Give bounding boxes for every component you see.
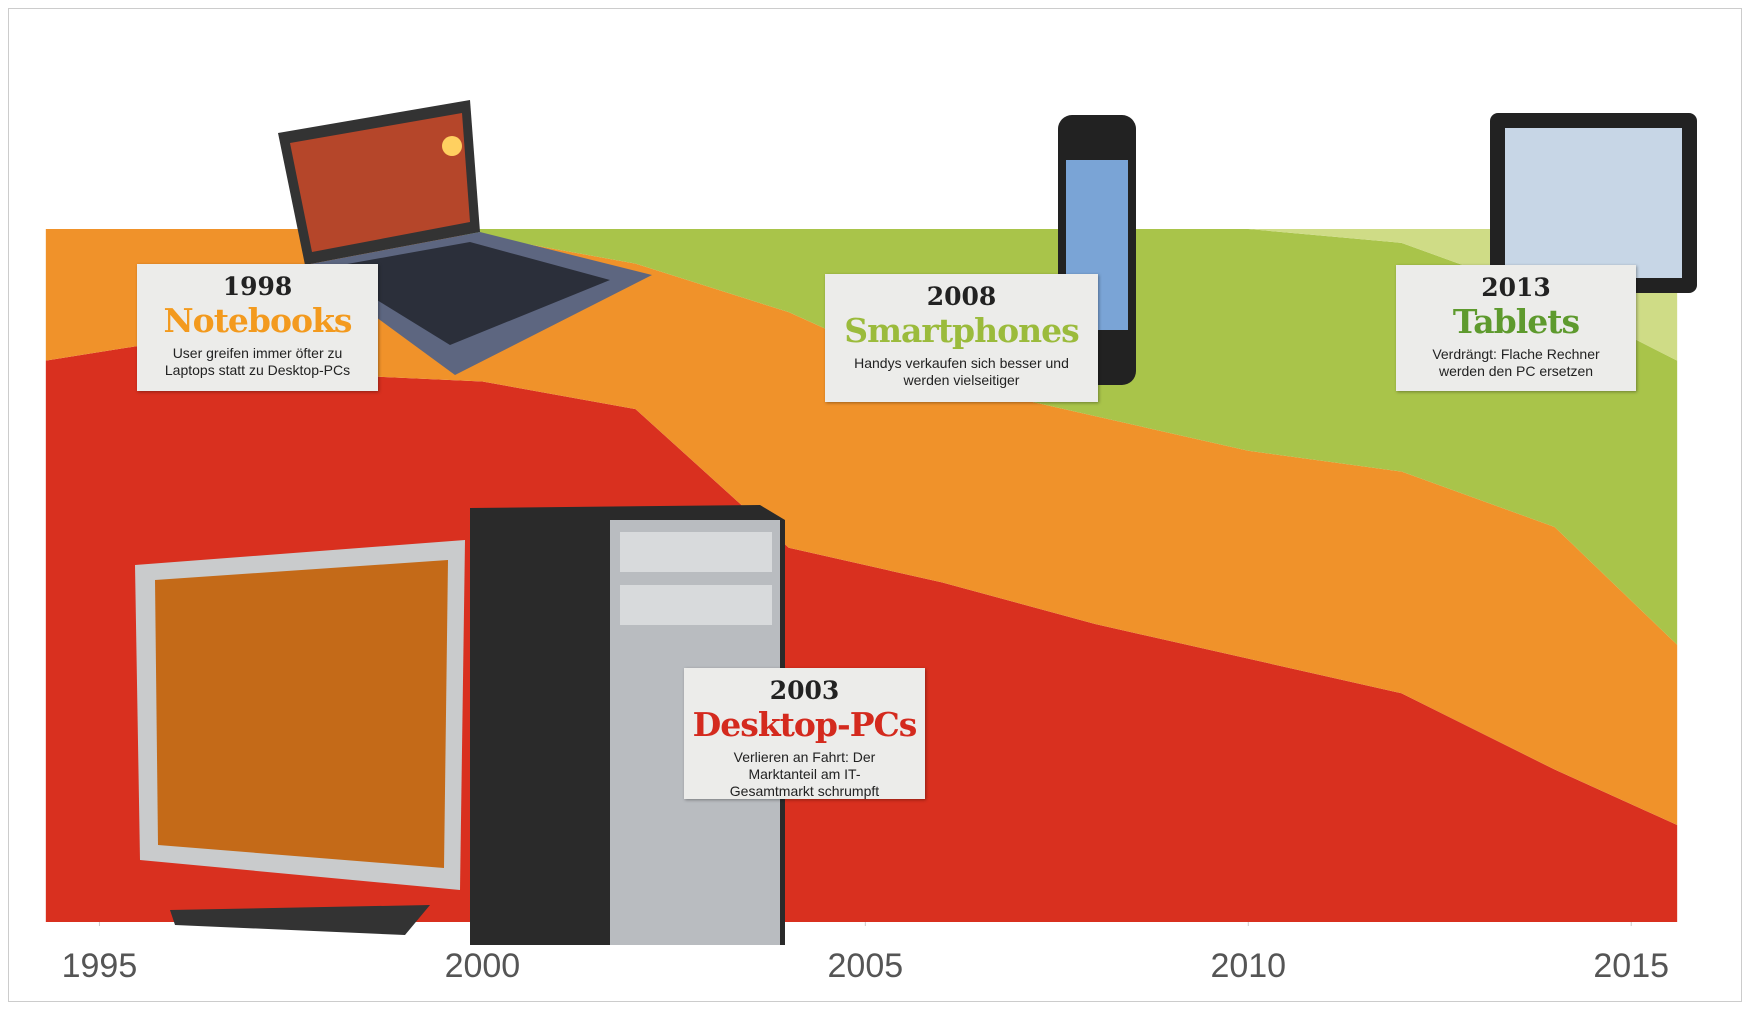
annotation-year: 2013 (1396, 273, 1636, 302)
annotation-text: Verdrängt: Flache Rechner werden den PC … (1420, 346, 1612, 380)
annotation-title: Desktop-PCs (684, 705, 925, 745)
annotation-year: 2003 (684, 676, 925, 705)
annotation-text: User greifen immer öfter zu Laptops stat… (161, 345, 354, 379)
annotation-year: 1998 (137, 272, 378, 301)
chart: 1995 2000 2005 2010 2015 (0, 0, 1752, 1010)
annotation-title: Tablets (1396, 302, 1636, 342)
x-tick-label: 1995 (62, 947, 138, 985)
annotation-year: 2008 (825, 282, 1098, 311)
annotation: 2003 Desktop-PCs Verlieren an Fahrt: Der… (684, 668, 925, 799)
x-tick-label: 2010 (1210, 947, 1286, 985)
x-axis: 1995 2000 2005 2010 2015 (62, 922, 1669, 985)
x-tick-label: 2000 (445, 947, 521, 985)
annotation: 1998 Notebooks User greifen immer öfter … (137, 264, 378, 391)
annotation-text: Handys verkaufen sich besser und werden … (852, 355, 1070, 389)
x-tick-label: 2005 (828, 947, 904, 985)
annotation-text: Verlieren an Fahrt: Der Marktanteil am I… (708, 749, 901, 800)
annotation-title: Notebooks (137, 301, 378, 341)
annotation: 2013 Tablets Verdrängt: Flache Rechner w… (1396, 265, 1636, 391)
annotation: 2008 Smartphones Handys verkaufen sich b… (825, 274, 1098, 402)
annotation-title: Smartphones (825, 311, 1098, 351)
x-tick-label: 2015 (1593, 947, 1669, 985)
